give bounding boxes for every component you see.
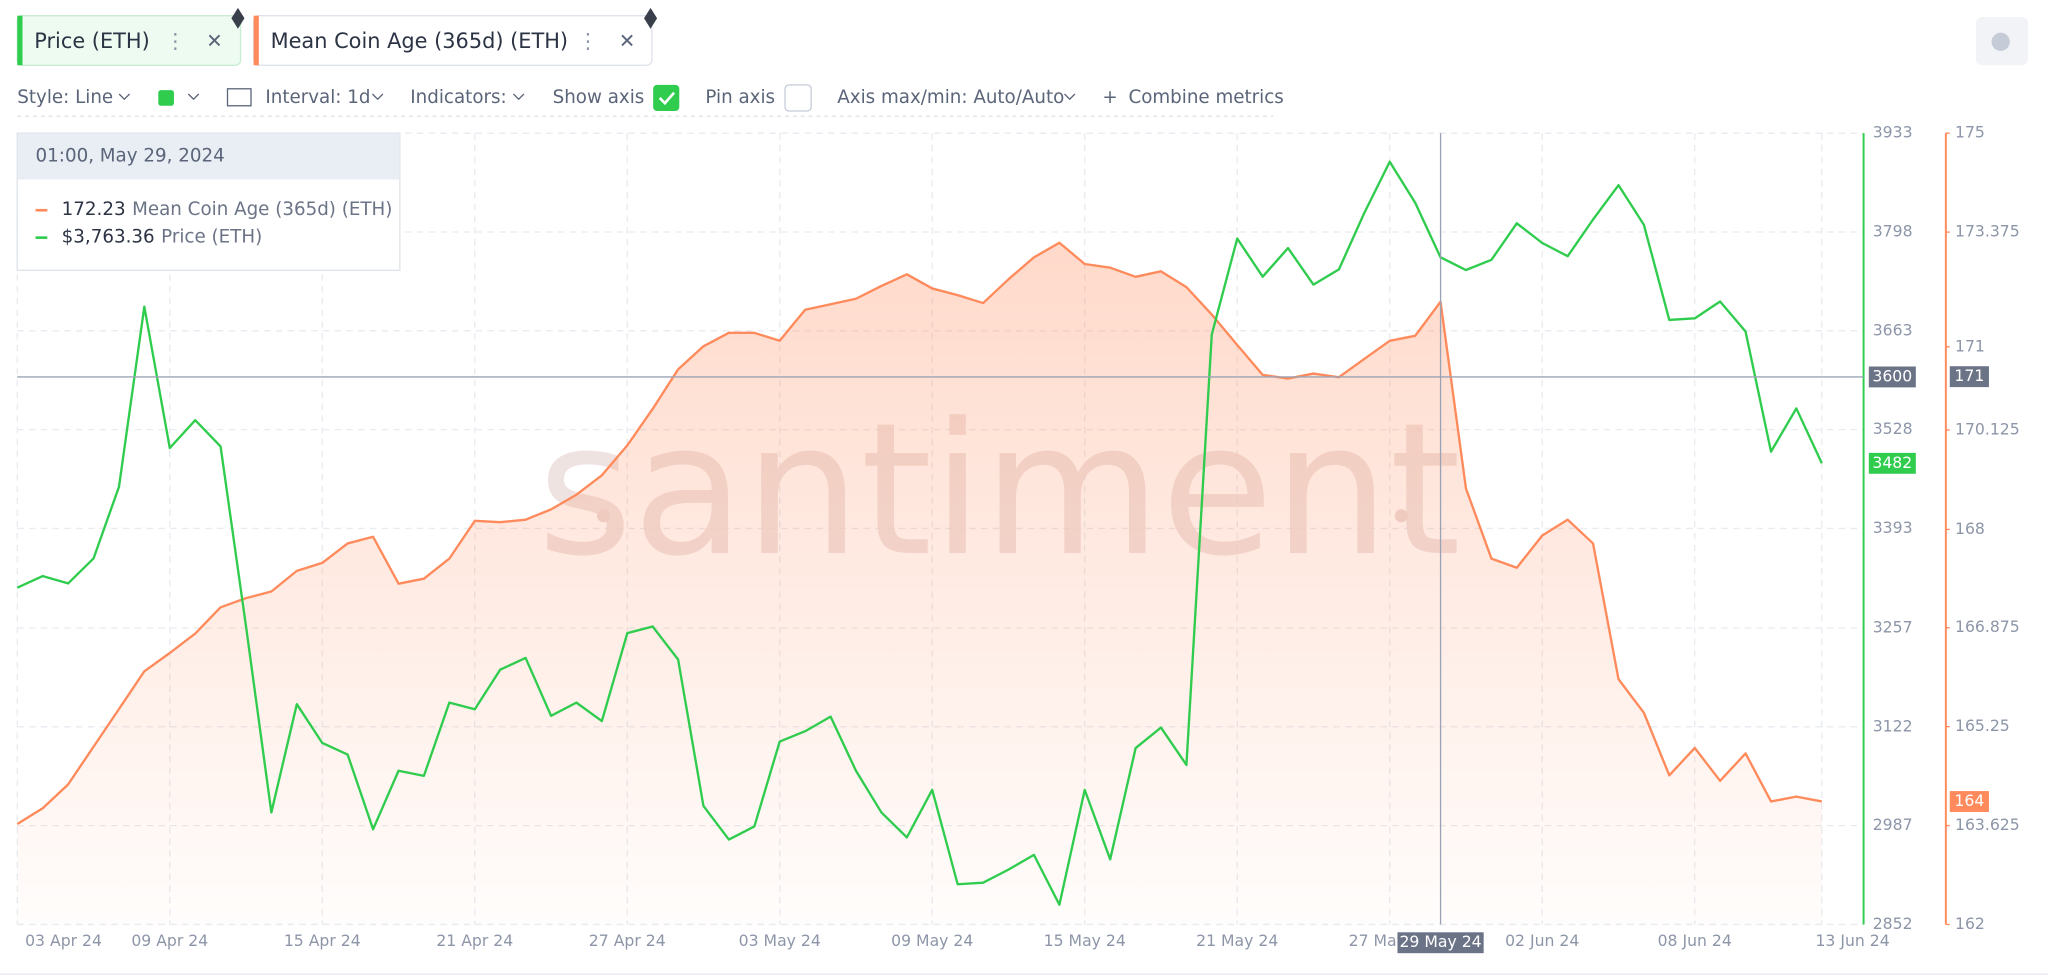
pin-axis[interactable]: Pin axis — [705, 87, 775, 108]
plus: + — [1102, 87, 1117, 108]
chevron — [187, 93, 200, 101]
tooltip-date: 01:00, May 29, 2024 — [36, 146, 225, 167]
area — [17, 242, 1822, 925]
x-tick-label: 15 Apr 24 — [284, 931, 361, 950]
style-select[interactable]: Style: Line — [17, 87, 113, 108]
x-tick-label: 09 May 24 — [891, 931, 973, 950]
crosshair-x-box — [1397, 932, 1484, 954]
checkbox[interactable] — [784, 84, 812, 112]
crosshair-y2-box — [1949, 366, 1989, 388]
crosshair-x-label: 29 May 24 — [1399, 932, 1481, 951]
x-tick-label: 21 Apr 24 — [436, 931, 513, 950]
line — [16, 160, 1823, 906]
line — [16, 241, 1823, 826]
y2-tick-label: 165.25 — [1955, 716, 2010, 735]
x-tick-label: 02 Jun 24 — [1505, 931, 1579, 950]
tooltip-value: $3,763.36 — [62, 227, 155, 248]
chevron — [1064, 93, 1076, 101]
x-tick-label: 21 May 24 — [1196, 931, 1278, 950]
eth-icon — [231, 7, 245, 29]
checkbox-checked[interactable] — [653, 84, 680, 111]
tab-marker — [253, 15, 259, 66]
plot — [16, 133, 1864, 925]
last-value-label: 3482 — [1872, 453, 1912, 472]
tab-menu[interactable]: ⋮ — [165, 29, 186, 53]
tooltip-header — [17, 133, 400, 180]
y-tick-label: 3257 — [1873, 618, 1913, 637]
y2-tick-label: 168 — [1955, 519, 1985, 538]
axis-maxmin[interactable]: Axis max/min: Auto/Auto — [837, 87, 1064, 108]
y-tick-label: 3663 — [1873, 320, 1913, 339]
y2-tick-label: 175 — [1955, 123, 1985, 142]
tooltip-name: Mean Coin Age (365d) (ETH) — [132, 199, 392, 220]
crosshair-y-label: 3600 — [1872, 366, 1912, 385]
combine-metrics[interactable]: Combine metrics — [1128, 87, 1283, 108]
crosshair-y-box — [1868, 366, 1916, 388]
x-tick-label: 27 Apr 24 — [589, 931, 666, 950]
x-tick-label: 03 Apr 24 — [25, 931, 102, 950]
tooltip-name: Price (ETH) — [161, 227, 262, 248]
x-tick-label: 09 Apr 24 — [131, 931, 208, 950]
tab-marker — [17, 15, 23, 66]
y2-tick-label: 173.375 — [1955, 222, 2020, 241]
tooltip-value: 172.23 — [62, 199, 126, 220]
tab-label: Price (ETH) — [34, 29, 150, 53]
last-value-badge — [1868, 452, 1916, 474]
tab-close[interactable]: ✕ — [206, 29, 222, 52]
y-tick-label: 3798 — [1873, 222, 1913, 241]
show-axis[interactable]: Show axis — [553, 87, 645, 108]
y-tick-label: 3933 — [1873, 123, 1913, 142]
tab-label: Mean Coin Age (365d) (ETH) — [271, 29, 568, 53]
y-tick-label: 2852 — [1873, 914, 1913, 933]
y-tick-label: 3528 — [1873, 419, 1913, 438]
x-tick-label: 08 Jun 24 — [1658, 931, 1732, 950]
y2-tick-label: 170.125 — [1955, 419, 2020, 438]
x-tick-label: 13 Jun 24 — [1815, 931, 1889, 950]
y2-tick-label: 171 — [1955, 336, 1985, 355]
y2-tick-label: 163.625 — [1955, 815, 2020, 834]
interval-icon — [226, 88, 252, 107]
x-tick-label: 03 May 24 — [739, 931, 821, 950]
y-tick-label: 2987 — [1873, 815, 1913, 834]
x-tick-label: 15 May 24 — [1044, 931, 1126, 950]
interval-select[interactable]: Interval: 1d — [265, 87, 370, 108]
crosshair-y2-label: 171 — [1954, 366, 1984, 385]
tab-close[interactable]: ✕ — [619, 29, 635, 52]
chevron — [512, 93, 525, 101]
check — [658, 91, 676, 106]
indicators-select[interactable]: Indicators: — [410, 87, 506, 108]
y2-tick-label: 162 — [1955, 914, 1985, 933]
chevron — [371, 93, 384, 101]
last-value-label: 164 — [1954, 791, 1984, 810]
settings-icon — [1991, 32, 2010, 51]
tooltip-rows: 172.23 Mean Coin Age (365d) (ETH) $3,763.3… — [35, 199, 392, 248]
color-select[interactable] — [158, 90, 174, 106]
y2-tick-label: 166.875 — [1955, 617, 2020, 636]
y-tick-label: 3393 — [1873, 518, 1913, 537]
tab-menu[interactable]: ⋮ — [577, 29, 598, 53]
last-value-badge — [1949, 791, 1989, 812]
chevron — [118, 93, 131, 101]
y-tick-label: 3122 — [1873, 716, 1913, 735]
